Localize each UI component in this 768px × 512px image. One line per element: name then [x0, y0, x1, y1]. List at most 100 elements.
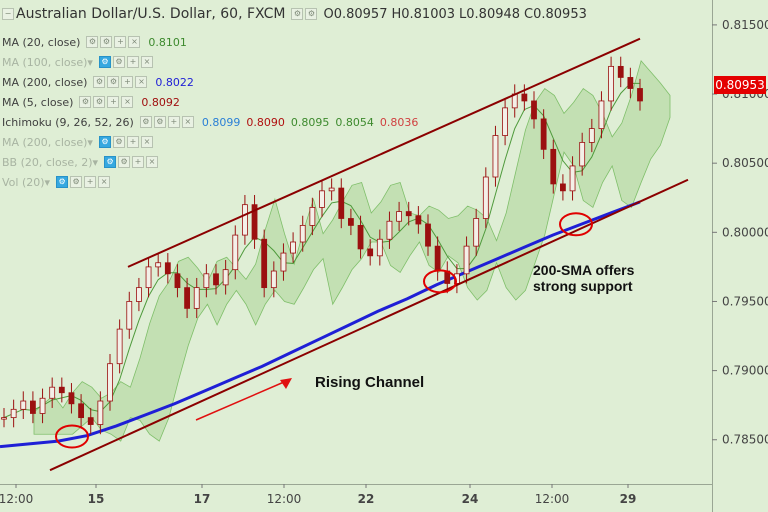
gear-icon[interactable]: ⚙ — [112, 136, 125, 148]
candle-body — [415, 215, 422, 225]
indicator-value: 0.8099 — [201, 115, 241, 129]
gear-icon[interactable]: ⚙ — [153, 116, 166, 128]
eye-icon[interactable]: ⚙ — [139, 116, 152, 128]
indicator-label: MA (100, close) — [2, 55, 88, 69]
eye-icon[interactable]: ⚙ — [86, 36, 99, 48]
indicator-row[interactable]: MA (5, close) ⚙ ⚙ + × 0.8092 — [2, 94, 180, 110]
chevron-down-icon[interactable]: ▾ — [44, 175, 51, 189]
indicator-row[interactable]: BB (20, close, 2) ▾ ⚙ ⚙ + × — [2, 154, 160, 170]
indicator-controls[interactable]: ⚙ ⚙ + × — [79, 96, 135, 108]
candle-body — [637, 88, 643, 102]
indicator-controls[interactable]: ⚙ ⚙ + × — [104, 156, 160, 168]
candle-body — [193, 287, 200, 309]
eye-icon[interactable]: ⚙ — [104, 156, 117, 168]
eye-icon[interactable]: ⚙ — [98, 136, 111, 148]
close-icon[interactable]: × — [128, 36, 141, 48]
support-circle — [559, 212, 593, 237]
ohlc-open: O0.80957 — [323, 6, 388, 22]
x-tick-label: 12:00 — [535, 492, 570, 506]
candle-body — [319, 190, 325, 208]
candle-body — [251, 204, 258, 240]
symbol-settings-icon[interactable]: ⚙ ⚙ — [291, 8, 319, 20]
gear-icon[interactable]: ⚙ — [107, 76, 120, 88]
indicator-controls[interactable]: ⚙ ⚙ + × — [98, 136, 155, 148]
indicator-label: BB (20, close, 2) — [2, 155, 93, 169]
candle-body — [20, 400, 27, 410]
symbol-header-row: − Australian Dollar/U.S. Dollar, 60, FXC… — [2, 6, 587, 22]
close-icon[interactable]: × — [135, 76, 148, 88]
candle-body — [261, 238, 268, 289]
indicator-value: 0.8101 — [148, 35, 187, 49]
close-icon[interactable]: × — [146, 156, 159, 168]
candle-body — [588, 128, 595, 143]
eye-icon[interactable]: ⚙ — [56, 176, 69, 188]
ichimoku-cloud — [33, 60, 671, 442]
y-tick-label: 0.80500 — [722, 156, 768, 170]
candle-body — [126, 301, 133, 330]
candle-body — [531, 100, 537, 120]
chevron-down-icon[interactable]: ▾ — [92, 155, 99, 169]
plus-icon[interactable]: + — [107, 96, 120, 108]
x-tick-label: 12:00 — [267, 492, 302, 506]
sma-200-line — [0, 200, 641, 449]
indicator-controls[interactable]: ⚙ ⚙ + × — [86, 36, 142, 48]
indicator-value: 0.8036 — [379, 115, 419, 129]
candle-body — [608, 65, 614, 102]
candle-body — [309, 207, 316, 226]
indicator-controls[interactable]: ⚙ ⚙ + × — [98, 56, 155, 68]
eye-icon[interactable]: ⚙ — [93, 76, 106, 88]
plus-icon[interactable]: + — [126, 136, 139, 148]
eye-icon[interactable]: ⚙ — [98, 56, 111, 68]
candle-body — [10, 408, 17, 419]
candle-body — [357, 225, 364, 250]
indicator-controls[interactable]: ⚙ ⚙ + × — [139, 116, 196, 128]
candle-body — [222, 269, 229, 286]
plus-icon[interactable]: + — [132, 156, 145, 168]
plus-icon[interactable]: + — [126, 56, 139, 68]
gear-icon[interactable]: ⚙ — [70, 176, 83, 188]
indicator-controls[interactable]: ⚙ ⚙ + × — [93, 76, 149, 88]
close-icon[interactable]: × — [98, 176, 111, 188]
close-icon[interactable]: × — [181, 116, 194, 128]
plus-icon[interactable]: + — [167, 116, 180, 128]
candle-body — [155, 262, 162, 268]
gear-icon[interactable]: ⚙ — [118, 156, 131, 168]
candle-body — [203, 273, 210, 289]
gear-icon[interactable]: ⚙ — [93, 96, 106, 108]
plus-icon[interactable]: + — [84, 176, 97, 188]
gear-icon[interactable]: ⚙ — [112, 56, 125, 68]
indicator-row[interactable]: MA (20, close) ⚙ ⚙ + × 0.8101 — [2, 34, 187, 50]
plus-icon[interactable]: + — [121, 76, 134, 88]
chevron-down-icon[interactable]: ▾ — [87, 55, 93, 69]
chevron-down-icon[interactable]: ▾ — [87, 135, 93, 149]
symbol-title: Australian Dollar/U.S. Dollar, 60, FXCM — [16, 6, 286, 22]
indicator-row[interactable]: Vol (20) ▾ ⚙ ⚙ + × — [2, 174, 112, 190]
close-icon[interactable]: × — [121, 96, 134, 108]
close-icon[interactable]: × — [140, 136, 153, 148]
indicator-row[interactable]: MA (200, close) ▾ ⚙ ⚙ + × — [2, 134, 155, 150]
candle-body — [1, 417, 7, 420]
candle-body — [569, 165, 576, 192]
close-icon[interactable]: × — [140, 56, 153, 68]
support-circle — [55, 424, 89, 449]
candle-body — [627, 77, 634, 89]
indicator-row[interactable]: MA (100, close) ▾ ⚙ ⚙ + × — [2, 54, 155, 70]
indicator-row[interactable]: MA (200, close) ⚙ ⚙ + × 0.8022 — [2, 74, 194, 90]
indicator-row[interactable]: Ichimoku (9, 26, 52, 26) ⚙ ⚙ + × 0.8099 0.8090… — [2, 114, 418, 130]
channel-upper-line — [127, 37, 641, 268]
channel-lower-line — [49, 178, 689, 472]
collapse-icon[interactable]: − — [2, 8, 16, 20]
candle-body — [598, 100, 605, 130]
candle-body — [174, 273, 181, 289]
indicator-controls[interactable]: ⚙ ⚙ + × — [56, 176, 112, 188]
gear-icon[interactable]: ⚙ — [100, 36, 113, 48]
candle-body — [434, 245, 441, 272]
plus-icon[interactable]: + — [114, 36, 127, 48]
candle-body — [145, 266, 152, 289]
candle-body — [107, 363, 113, 402]
x-tick-label: 29 — [620, 492, 637, 506]
candle-body — [78, 403, 84, 419]
channel-annotation: Rising Channel — [315, 374, 425, 391]
eye-icon[interactable]: ⚙ — [79, 96, 92, 108]
